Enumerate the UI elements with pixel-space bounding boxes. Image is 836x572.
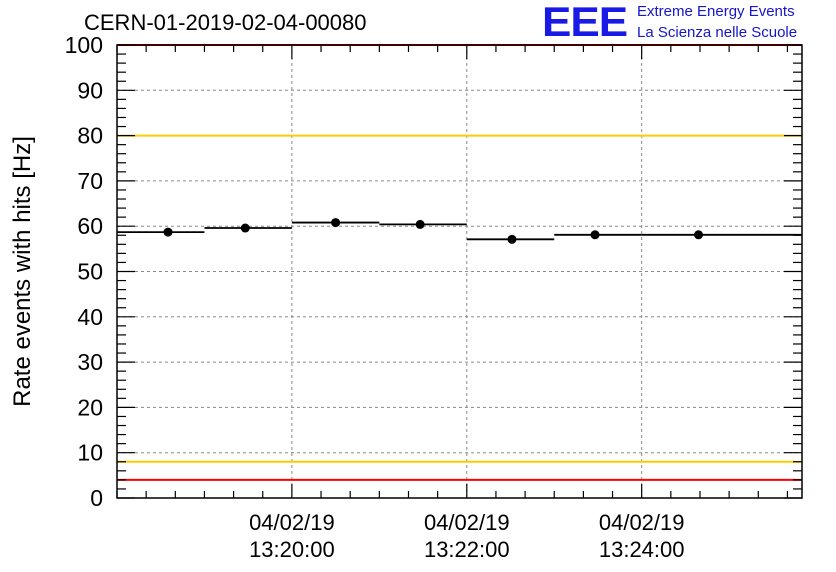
y-tick-label: 40 <box>77 304 103 330</box>
data-point <box>507 234 517 244</box>
data-point <box>163 227 173 237</box>
x-tick-time-label: 13:24:00 <box>599 537 685 562</box>
data-point <box>590 230 600 240</box>
data-series <box>117 218 802 244</box>
y-tick-label: 70 <box>77 168 103 194</box>
chart-title: CERN-01-2019-02-04-00080 <box>84 10 367 35</box>
data-point <box>240 223 250 233</box>
y-tick-label: 100 <box>65 32 103 58</box>
y-tick-label: 30 <box>77 349 103 375</box>
data-point <box>694 230 704 240</box>
x-axis: 04/02/1913:20:0004/02/1913:22:0004/02/19… <box>116 45 789 562</box>
y-axis-label: Rate events with hits [Hz] <box>9 136 36 407</box>
y-tick-label: 50 <box>77 259 103 285</box>
data-point <box>415 219 425 229</box>
y-tick-label: 60 <box>77 213 103 239</box>
y-axis: 0 10 20 30 40 50 60 70 80 90 100 <box>65 32 802 511</box>
x-tick-time-label: 13:20:00 <box>249 537 335 562</box>
x-tick-date-label: 04/02/19 <box>249 510 335 535</box>
logo-line-1: Extreme Energy Events <box>637 3 795 20</box>
y-tick-label: 90 <box>77 77 103 103</box>
eee-logo-mark: EEE <box>542 0 628 46</box>
y-tick-label: 10 <box>77 440 103 466</box>
x-tick-date-label: 04/02/19 <box>599 510 685 535</box>
x-tick-time-label: 13:22:00 <box>424 537 510 562</box>
y-tick-label: 80 <box>77 123 103 149</box>
logo-line-2: La Scienza nelle Scuole <box>637 24 798 41</box>
y-tick-label: 20 <box>77 394 103 420</box>
grid <box>117 45 802 498</box>
data-point <box>331 218 341 228</box>
y-tick-label: 0 <box>90 485 103 511</box>
x-tick-date-label: 04/02/19 <box>424 510 510 535</box>
